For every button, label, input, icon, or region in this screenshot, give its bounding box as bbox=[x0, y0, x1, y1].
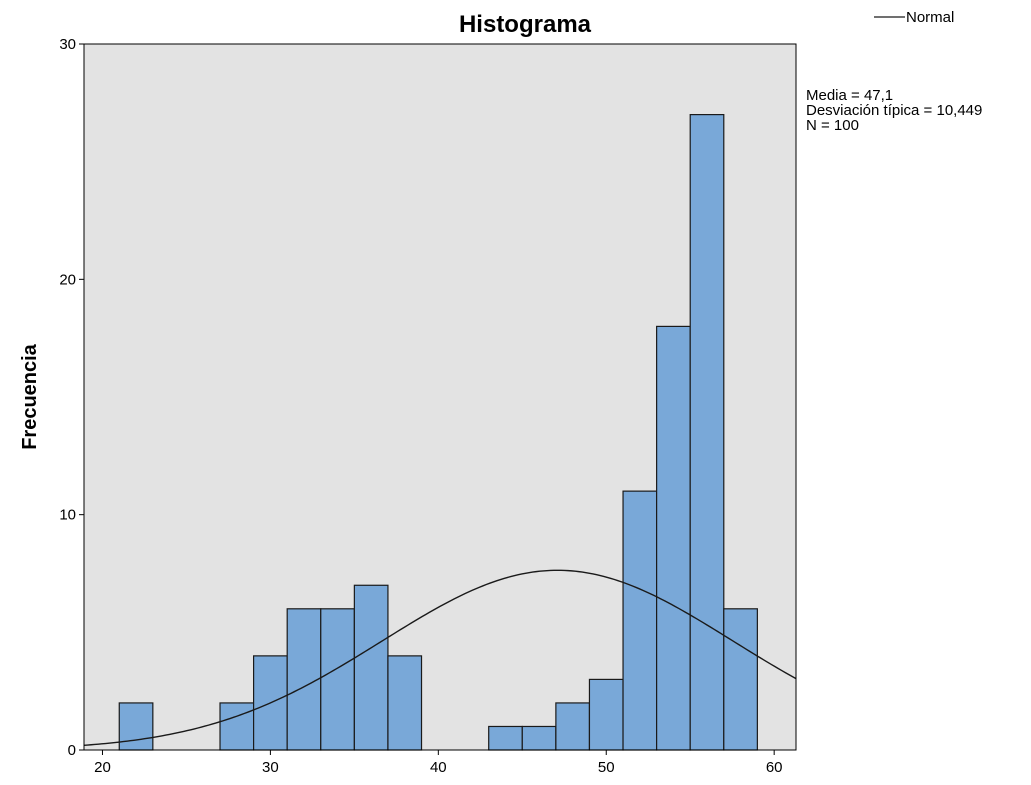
x-tick-label: 20 bbox=[94, 759, 111, 776]
histogram-bar bbox=[353, 584, 389, 751]
normal-curve bbox=[83, 569, 797, 746]
histogram-bar bbox=[488, 725, 523, 751]
legend: Normal bbox=[874, 9, 954, 26]
x-tick-label: 40 bbox=[430, 759, 447, 776]
legend-normal-label: Normal bbox=[906, 9, 954, 26]
histogram-bar bbox=[320, 608, 355, 751]
x-tick-label: 60 bbox=[766, 759, 783, 776]
stats-std-dev: Desviación típica = 10,449 bbox=[806, 102, 982, 119]
stats-mean: Media = 47,1 bbox=[806, 87, 893, 104]
y-axis-label: Frecuencia bbox=[19, 343, 41, 449]
histogram-bar bbox=[723, 608, 758, 751]
chart-title: Histograma bbox=[459, 11, 592, 38]
histogram-bar bbox=[219, 702, 255, 751]
histogram-bar bbox=[555, 702, 591, 751]
histogram-bar bbox=[387, 655, 423, 751]
histogram-bar bbox=[521, 725, 557, 751]
axes-layer: 0 10 20 30 20 30 40 50 60 bbox=[59, 36, 797, 776]
plot-frame bbox=[83, 43, 797, 751]
curve-layer bbox=[83, 569, 797, 746]
x-tick-label: 50 bbox=[598, 759, 615, 776]
stats-box: Media = 47,1 Desviación típica = 10,449 … bbox=[806, 87, 982, 134]
y-tick-label: 10 bbox=[59, 507, 76, 524]
x-tick-label: 30 bbox=[262, 759, 279, 776]
stats-n: N = 100 bbox=[806, 117, 859, 134]
histogram-bar bbox=[656, 325, 691, 751]
bars-layer bbox=[118, 113, 758, 751]
histogram-bar bbox=[622, 490, 658, 751]
histogram-bar bbox=[286, 608, 322, 751]
y-tick-label: 30 bbox=[59, 36, 76, 53]
histogram-bar bbox=[118, 702, 154, 751]
histogram-bar bbox=[588, 678, 624, 751]
histogram-bar bbox=[689, 113, 725, 751]
y-tick-label: 0 bbox=[68, 742, 76, 759]
y-tick-label: 20 bbox=[59, 271, 76, 288]
